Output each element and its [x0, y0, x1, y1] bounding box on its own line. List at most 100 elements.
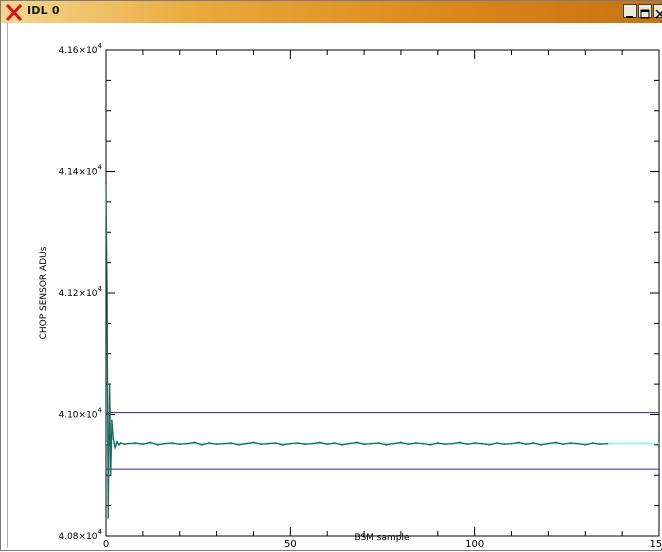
x-tick-label: 50 — [284, 539, 297, 548]
data-point — [105, 182, 107, 185]
window-title: IDL 0 — [27, 4, 60, 17]
plot-frame — [105, 49, 660, 537]
data-point — [466, 443, 469, 446]
data-point — [363, 443, 365, 446]
data-point — [186, 442, 189, 445]
data-point — [341, 443, 343, 446]
y-tick-mantissa: 4.16×10 — [58, 46, 97, 56]
idl-x-icon — [5, 3, 23, 22]
data-point — [429, 443, 432, 446]
x-tick-label: 150 — [649, 539, 662, 548]
data-point — [127, 442, 130, 445]
data-point — [355, 441, 358, 444]
y-tick-mantissa: 4.10×10 — [58, 411, 97, 421]
data-point — [311, 442, 314, 445]
y-tick-mantissa: 4.14×10 — [58, 168, 97, 178]
maximize-icon — [640, 9, 650, 19]
data-point — [422, 442, 424, 445]
data-point — [400, 441, 402, 444]
data-point — [215, 443, 218, 446]
data-point — [569, 442, 572, 444]
y-tick-label: 4.14×104 — [58, 164, 102, 178]
data-point — [134, 442, 137, 444]
data-point — [114, 447, 117, 449]
data-point — [282, 443, 284, 446]
data-point — [547, 442, 550, 445]
minimize-icon — [626, 16, 633, 18]
close-icon — [655, 9, 662, 19]
data-point — [274, 442, 277, 444]
data-point — [488, 443, 491, 446]
data-point — [599, 443, 601, 446]
y-tick-label: 4.10×104 — [58, 407, 102, 421]
data-point — [252, 441, 255, 444]
data-point — [510, 442, 513, 445]
y-tick-mantissa: 4.08×10 — [58, 532, 97, 542]
data-point — [149, 441, 152, 444]
data-point — [348, 442, 351, 445]
data-point — [164, 442, 166, 445]
plot-area: 0501001504.08×1044.10×1044.12×1044.14×10… — [7, 23, 662, 550]
y-tick-exponent: 4 — [98, 164, 103, 172]
data-point — [407, 443, 410, 446]
y-tick-exponent: 4 — [98, 407, 103, 415]
data-point — [156, 443, 159, 446]
data-point — [304, 443, 306, 446]
data-point — [326, 443, 329, 446]
data-point — [540, 443, 542, 446]
minimize-button[interactable] — [623, 4, 637, 18]
x-axis-label: BSM sample — [354, 533, 410, 543]
data-point — [111, 419, 113, 422]
data-point — [459, 441, 461, 444]
data-point — [107, 516, 110, 519]
data-point — [473, 442, 476, 444]
y-tick-exponent: 4 — [98, 285, 103, 293]
chop-sensor-chart: 0501001504.08×1044.10×1044.12×1044.14×10… — [39, 42, 662, 550]
data-point — [193, 441, 196, 444]
data-point — [481, 442, 483, 445]
data-point — [245, 442, 247, 445]
data-point — [503, 443, 506, 446]
data-point — [436, 442, 439, 444]
y-axis-label: CHOP SENSOR ADUs — [39, 246, 49, 339]
data-point — [495, 442, 498, 444]
data-point — [171, 442, 174, 444]
data-point — [230, 442, 233, 444]
y-tick-exponent: 4 — [98, 42, 103, 50]
data-point — [112, 437, 115, 440]
maximize-button[interactable] — [638, 4, 652, 19]
data-point — [377, 442, 380, 444]
data-point — [116, 440, 118, 443]
data-point — [318, 441, 321, 444]
data-point — [451, 442, 454, 445]
data-point — [267, 442, 270, 445]
data-point — [289, 442, 292, 445]
data-point — [223, 442, 225, 445]
data-point — [200, 443, 203, 446]
y-tick-label: 4.12×104 — [58, 285, 102, 299]
data-point — [414, 442, 417, 444]
data-point — [296, 442, 299, 444]
y-tick-exponent: 4 — [98, 528, 103, 536]
data-point — [141, 443, 144, 446]
title-bar[interactable]: IDL 0 — [1, 1, 662, 23]
y-tick-label: 4.16×104 — [58, 42, 102, 56]
close-button[interactable] — [653, 4, 662, 19]
data-point — [392, 442, 395, 445]
data-point — [554, 441, 557, 444]
data-point — [237, 443, 240, 446]
data-point — [106, 292, 109, 294]
data-point — [385, 443, 388, 446]
data-point — [259, 443, 262, 446]
x-tick-label: 100 — [465, 539, 484, 548]
data-point — [591, 442, 594, 444]
data-point — [562, 443, 565, 446]
data-point — [532, 442, 535, 444]
series-line-0 — [105, 183, 608, 518]
data-point — [123, 443, 126, 446]
data-point — [518, 441, 520, 444]
data-point — [576, 442, 579, 445]
data-point — [208, 442, 211, 444]
y-tick-label: 4.08×104 — [58, 528, 102, 542]
